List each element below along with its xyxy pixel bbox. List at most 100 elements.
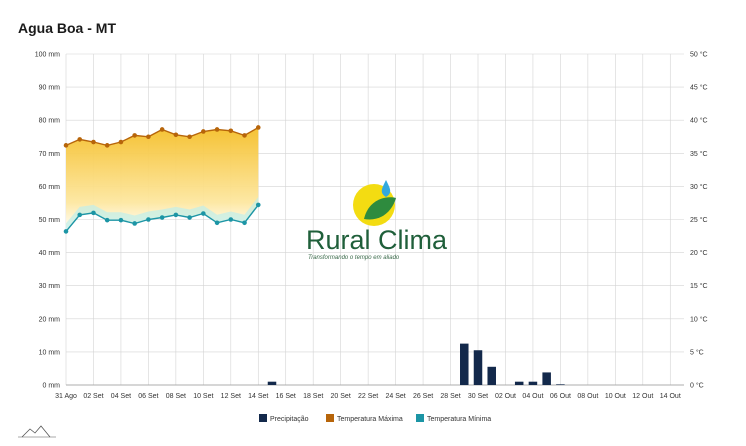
tmin-point — [214, 220, 220, 226]
x-tick-label: 10 Set — [193, 393, 213, 400]
tmax-point — [77, 137, 83, 142]
tmax-point — [187, 134, 192, 140]
tmax-point — [118, 139, 124, 145]
tmax-point — [132, 133, 137, 138]
y-axis-right: 0 °C 5 °C 10 °C 15 °C 20 °C 25 °C 30 °C 35 °C 40… — [690, 51, 708, 390]
tmin-point — [255, 202, 261, 208]
y-right-tick-label: 20 °C — [690, 249, 708, 257]
x-axis: 31 Ago 02 Set 04 Set 06 Set 08 Set 10 Set 12 S… — [55, 393, 681, 400]
precip-bar — [542, 372, 551, 385]
tmax-point — [146, 134, 151, 140]
y-right-tick-label: 25 °C — [690, 216, 708, 224]
tmin-point — [118, 217, 124, 223]
tmax-point — [242, 133, 247, 138]
x-tick-label: 06 Out — [550, 393, 571, 400]
y-right-tick-label: 0 °C — [690, 382, 704, 390]
temperature-range-fill — [66, 127, 259, 232]
tmin-point — [77, 212, 83, 218]
legend-label-tmin: Temperatura Mínima — [427, 416, 491, 423]
y-right-tick-label: 5 °C — [690, 348, 704, 356]
tmin-point — [132, 221, 137, 226]
y-right-tick-label: 45 °C — [690, 84, 708, 92]
tmax-point — [104, 143, 110, 148]
y-left-tick-label: 90 mm — [39, 85, 61, 92]
y-left-tick-label: 20 mm — [39, 316, 61, 323]
x-tick-label: 24 Set — [385, 393, 405, 400]
legend-label-tmax: Temperatura Máxima — [337, 416, 403, 423]
y-axis-left: 0 mm 10 mm 20 mm 30 mm 40 mm 50 mm 60 mm 70 mm 8… — [35, 52, 60, 390]
page-title: Agua Boa - MT — [18, 20, 116, 36]
logo-drop-icon — [381, 180, 391, 197]
y-left-tick-label: 100 mm — [35, 52, 60, 59]
legend: Precipitação Temperatura Máxima Temperat… — [259, 414, 491, 423]
x-tick-label: 14 Out — [660, 393, 681, 400]
x-tick-label: 12 Set — [221, 393, 241, 400]
logo: Rural Clima Transformando o tempo em ali… — [306, 180, 448, 261]
tmin-point — [91, 210, 96, 216]
mountain-icon — [18, 425, 56, 438]
x-tick-label: 20 Set — [331, 393, 351, 400]
y-right-tick-label: 15 °C — [690, 282, 708, 290]
legend-label-precip: Precipitação — [270, 416, 309, 423]
legend-swatch-tmax — [326, 414, 334, 422]
x-tick-label: 04 Set — [111, 393, 131, 400]
x-tick-label: 31 Ago — [55, 393, 77, 400]
tmin-point — [159, 215, 165, 220]
tmax-point — [201, 129, 206, 134]
precip-bar — [514, 381, 524, 385]
tmin-point — [146, 217, 151, 222]
x-tick-label: 10 Out — [605, 393, 626, 400]
x-tick-label: 22 Set — [358, 393, 378, 400]
y-left-tick-label: 10 mm — [39, 349, 61, 356]
tmax-point — [173, 132, 179, 138]
temperature-band — [66, 127, 259, 232]
logo-name: Rural Clima — [306, 225, 448, 255]
tmin-point — [104, 217, 110, 223]
x-tick-label: 02 Out — [495, 393, 516, 400]
tmax-point — [91, 139, 96, 145]
x-tick-label: 26 Set — [413, 393, 433, 400]
logo-leaf-icon — [364, 197, 396, 220]
tmax-point — [255, 125, 261, 130]
x-tick-label: 12 Out — [632, 393, 653, 400]
legend-swatch-tmin — [416, 414, 424, 422]
legend-swatch-precip — [259, 414, 267, 422]
x-tick-label: 02 Set — [83, 393, 103, 400]
y-left-tick-label: 30 mm — [39, 283, 61, 290]
tmin-point — [228, 217, 234, 222]
tmin-point — [242, 220, 247, 226]
tmax-point — [214, 127, 220, 132]
precip-bar — [528, 381, 538, 385]
y-left-tick-label: 50 mm — [39, 217, 61, 224]
tmin-point — [173, 212, 179, 218]
y-left-tick-label: 80 mm — [39, 118, 61, 125]
tmax-point — [63, 143, 69, 148]
temperature-lines — [63, 125, 261, 234]
x-tick-label: 06 Set — [138, 393, 158, 400]
y-left-tick-label: 40 mm — [39, 250, 61, 257]
x-tick-label: 28 Set — [440, 393, 460, 400]
x-tick-label: 30 Set — [468, 393, 488, 400]
precip-bar — [556, 384, 565, 385]
precip-bar — [487, 366, 496, 385]
y-left-tick-label: 70 mm — [39, 151, 61, 158]
precipitation-bars — [267, 343, 565, 385]
y-right-tick-label: 35 °C — [690, 150, 708, 158]
x-tick-label: 08 Set — [166, 393, 186, 400]
precip-bar — [460, 343, 469, 385]
legend-item-precipitation: Precipitação — [259, 414, 309, 423]
y-right-tick-label: 40 °C — [690, 117, 708, 125]
x-tick-label: 14 Set — [248, 393, 268, 400]
tmin-point — [187, 215, 192, 220]
tmin-point — [63, 229, 69, 234]
legend-item-tmin: Temperatura Mínima — [416, 414, 491, 423]
legend-item-tmax: Temperatura Máxima — [326, 414, 403, 423]
y-left-tick-label: 60 mm — [39, 184, 61, 191]
y-right-tick-label: 50 °C — [690, 51, 708, 59]
x-tick-label: 04 Out — [522, 393, 543, 400]
y-left-tick-label: 0 mm — [43, 383, 61, 390]
x-tick-label: 18 Set — [303, 393, 323, 400]
x-tick-label: 16 Set — [276, 393, 296, 400]
precip-bar — [267, 381, 277, 385]
